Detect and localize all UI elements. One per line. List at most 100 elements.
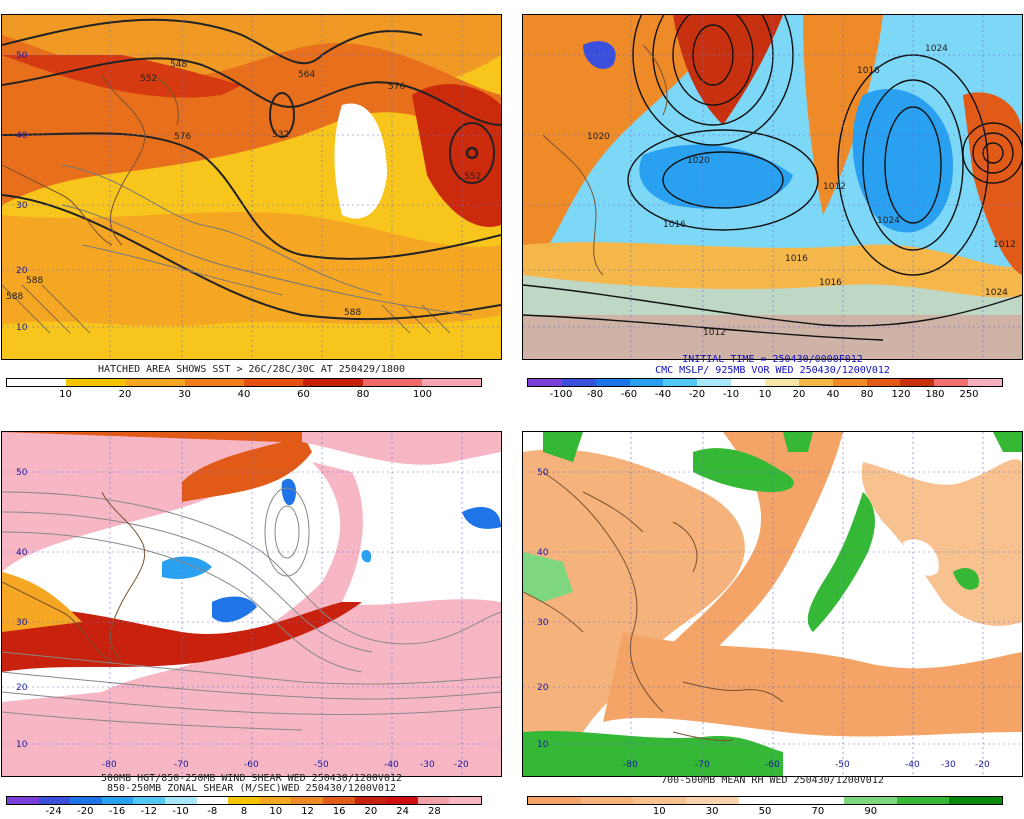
colorbar-tick-label: 10 (758, 389, 772, 400)
colorbar-swatch (738, 797, 792, 804)
colorbar-swatch (125, 379, 185, 386)
panel-3-caption-1: 500MB HGT/850-250MB WIND SHEAR WED 25043… (100, 773, 403, 784)
contour-label: 1020 (687, 156, 710, 166)
colorbar-tick-label: -16 (108, 806, 126, 817)
colorbar-swatch (164, 797, 197, 804)
colorbar-swatch (38, 797, 71, 804)
contour-label: 1016 (819, 278, 842, 288)
colorbar-swatch (832, 379, 867, 386)
colorbar-swatch (866, 379, 901, 386)
colorbar-swatch (968, 379, 1003, 386)
lat-label: 30 (16, 201, 28, 211)
colorbar-swatch (101, 797, 134, 804)
colorbar-swatch (7, 797, 39, 804)
panel-3-colorbar-ticks: -24 -20 -16 -12 -10 -8 8 10 12 16 20 24 28 (6, 806, 482, 818)
colorbar-tick-label: -8 (207, 806, 218, 817)
colorbar-swatch (629, 379, 664, 386)
colorbar-tick-label: 30 (705, 806, 719, 817)
lon-label: -20 (454, 760, 469, 770)
colorbar-tick-label: 10 (269, 806, 283, 817)
panel-1-colorbar-ticks: 10 20 30 40 60 80 100 (6, 389, 482, 401)
contour-label: 548 (170, 60, 187, 70)
colorbar-tick-label: -10 (172, 806, 189, 817)
lon-label: -80 (102, 760, 117, 770)
colorbar-tick-label: 60 (297, 389, 310, 400)
panel-mslp-vorticity: 1024 1016 1020 1020 1012 1020 1024 1016 … (522, 14, 1023, 360)
colorbar-swatch (765, 379, 799, 386)
panel-2-caption-1: INITIAL TIME = 250430/0000F012 (682, 354, 863, 365)
lon-label: -60 (765, 760, 780, 770)
colorbar-swatch (791, 797, 845, 804)
colorbar-tick-label: 10 (652, 806, 666, 817)
panel-2-caption-2: CMC MSLP/ 925MB VOR WED 250430/1200V012 (655, 365, 890, 376)
contour-label: 588 (26, 276, 43, 286)
colorbar-tick-label: 70 (811, 806, 825, 817)
colorbar-swatch (595, 379, 630, 386)
colorbar-swatch (259, 797, 292, 804)
contour-label: 576 (388, 82, 405, 92)
lat-label: 10 (537, 740, 549, 750)
colorbar-tick-label: 16 (332, 806, 346, 817)
colorbar-tick-label: -10 (722, 389, 740, 400)
colorbar-tick-label: 10 (59, 389, 72, 400)
lon-label: -50 (835, 760, 850, 770)
colorbar-tick-label: 120 (891, 389, 911, 400)
lat-label: 20 (16, 266, 28, 276)
panel-1-caption: HATCHED AREA SHOWS SST > 26C/28C/30C AT … (97, 364, 406, 375)
map-panel-2: 1024 1016 1020 1020 1012 1020 1024 1016 … (523, 15, 1022, 359)
contour-label: 552 (140, 74, 157, 84)
map-panel-3: 50 40 30 20 10 -80 -70 -60 -50 -40 -30 -… (2, 432, 501, 776)
lat-label: 50 (537, 468, 549, 478)
lat-label: 10 (16, 323, 28, 333)
colorbar-tick-label: -80 (586, 389, 604, 400)
colorbar-swatch (386, 797, 418, 804)
lon-label: -50 (314, 760, 329, 770)
colorbar-swatch (449, 797, 481, 804)
contour-label: 1016 (663, 220, 686, 230)
panel-4-caption: 700-500MB MEAN RH WED 250430/1200V012 (661, 775, 884, 786)
contour-label: 1020 (587, 132, 610, 142)
colorbar-swatch (70, 797, 102, 804)
colorbar-tick-label: 180 (925, 389, 945, 400)
colorbar-swatch (900, 379, 935, 386)
lat-label: 20 (16, 683, 28, 693)
colorbar-tick-label: 80 (860, 389, 874, 400)
panel-3-colorbar (6, 796, 482, 805)
colorbar-tick-label: -20 (77, 806, 94, 817)
lat-label: 10 (16, 740, 28, 750)
colorbar-swatch (228, 797, 260, 804)
map-panel-4: 50 40 30 20 10 -80 -70 -60 -50 -40 -30 -… (523, 432, 1022, 776)
colorbar-tick-label: 40 (237, 389, 251, 400)
lat-label: 30 (537, 618, 549, 628)
contour-label: 1024 (985, 288, 1008, 298)
panel-mean-rh: 50 40 30 20 10 -80 -70 -60 -50 -40 -30 -… (522, 431, 1023, 777)
colorbar-swatch (354, 797, 387, 804)
contour-label: 588 (6, 292, 23, 302)
panel-2-colorbar-ticks: -100 -80 -60 -40 -20 -10 10 20 40 80 120 180 250 (527, 389, 1003, 401)
colorbar-tick-label: 100 (412, 389, 433, 400)
colorbar-tick-label: -60 (620, 389, 638, 400)
colorbar-swatch (561, 379, 596, 386)
colorbar-tick-label: 24 (396, 806, 410, 817)
colorbar-swatch (291, 797, 323, 804)
panel-3-caption-2: 850-250MB ZONAL SHEAR (M/SEC)WED 250430/… (107, 783, 396, 794)
colorbar-tick-label: -24 (45, 806, 62, 817)
colorbar-swatch (417, 797, 450, 804)
colorbar-swatch (196, 797, 229, 804)
lat-label: 50 (16, 468, 28, 478)
colorbar-tick-label: 20 (118, 389, 132, 400)
colorbar-tick-label: 30 (178, 389, 191, 400)
colorbar-tick-label: 20 (792, 389, 806, 400)
panel-1-colorbar (6, 378, 482, 387)
colorbar-swatch (686, 797, 739, 804)
colorbar-swatch (184, 379, 244, 386)
colorbar-tick-label: -12 (140, 806, 157, 817)
colorbar-swatch (66, 379, 126, 386)
colorbar-swatch (133, 797, 165, 804)
panel-4-colorbar-ticks: 10 30 50 70 90 (527, 806, 1003, 818)
colorbar-tick-label: 20 (364, 806, 378, 817)
panel-4-colorbar (527, 796, 1003, 805)
lon-label: -70 (174, 760, 189, 770)
colorbar-swatch (697, 379, 732, 386)
colorbar-tick-label: 50 (758, 806, 772, 817)
